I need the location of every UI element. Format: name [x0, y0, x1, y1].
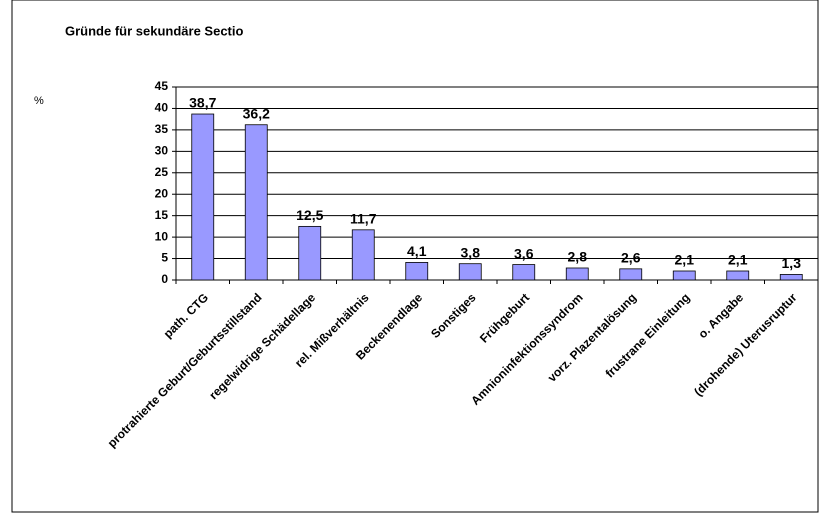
y-tick-label: 5	[161, 251, 168, 265]
value-label: 12,5	[296, 207, 323, 223]
y-tick-label: 40	[155, 101, 169, 115]
value-label: 2,1	[675, 252, 695, 268]
value-label: 2,6	[621, 250, 641, 266]
bar	[726, 270, 750, 281]
bar	[512, 264, 536, 281]
value-label: 36,2	[243, 105, 270, 121]
value-label: 3,8	[461, 244, 481, 260]
chart-frame	[11, 0, 819, 513]
y-tick-label: 15	[155, 208, 169, 222]
y-tick-label: 35	[155, 122, 169, 136]
value-label: 3,6	[514, 245, 534, 261]
bar	[405, 262, 429, 281]
chart-title: Gründe für sekundäre Sectio	[65, 23, 243, 38]
bar	[619, 268, 643, 281]
bar	[191, 113, 215, 281]
bar	[351, 229, 375, 281]
y-tick-label: 25	[155, 165, 169, 179]
value-label: 2,8	[568, 249, 588, 265]
value-label: 2,1	[728, 252, 748, 268]
bar	[244, 124, 268, 281]
value-label: 11,7	[350, 211, 377, 227]
value-label: 4,1	[407, 243, 427, 259]
value-label: 38,7	[189, 95, 216, 111]
y-tick-label: 0	[161, 272, 168, 286]
bar	[779, 274, 803, 281]
bar	[298, 225, 322, 281]
y-tick-label: 10	[155, 229, 169, 243]
y-tick-label: 30	[155, 144, 169, 158]
value-label: 1,3	[782, 255, 802, 271]
y-tick-label: 20	[155, 186, 169, 200]
bar	[565, 267, 589, 281]
y-tick-label: 45	[155, 79, 169, 93]
bar	[672, 270, 696, 281]
y-axis-label: %	[34, 95, 44, 107]
bar	[458, 263, 482, 281]
